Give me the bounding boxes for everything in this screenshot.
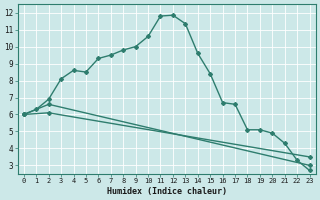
X-axis label: Humidex (Indice chaleur): Humidex (Indice chaleur)	[107, 187, 227, 196]
